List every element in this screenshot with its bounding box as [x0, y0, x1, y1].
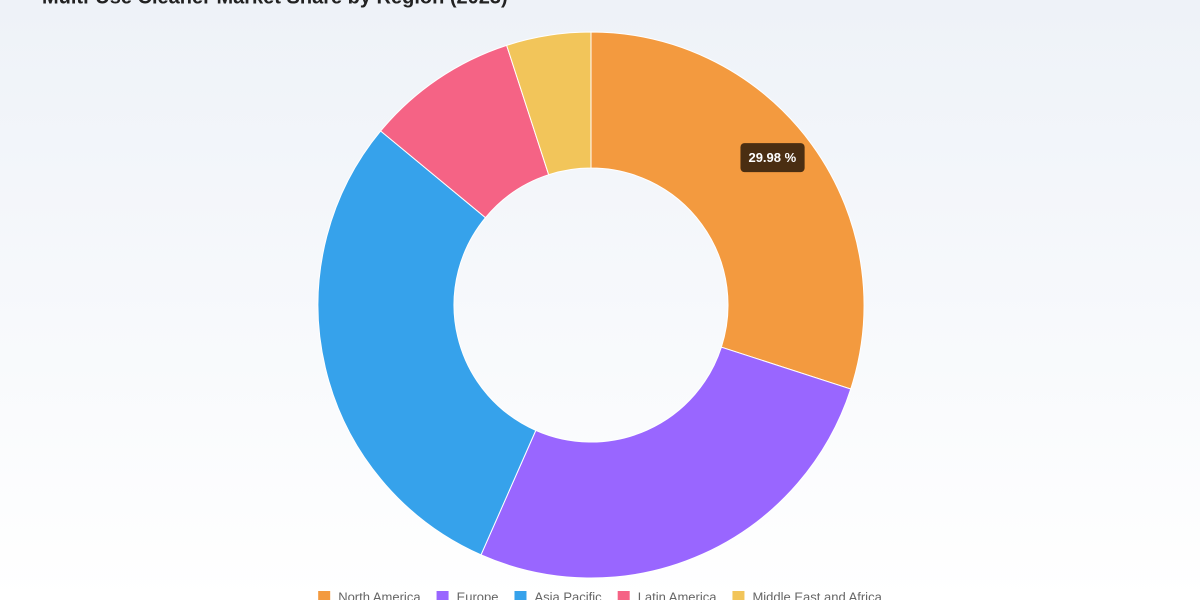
legend-swatch — [436, 591, 449, 600]
slices — [317, 31, 865, 579]
legend-label: Europe — [457, 589, 499, 600]
labels: 29.98 % — [740, 143, 805, 173]
legend-swatch — [617, 591, 630, 600]
legend: North America Europe Asia Pacific Latin Ame… — [318, 589, 883, 600]
chart-title: Multi-Use Cleaner Market Share by Region… — [42, 0, 508, 8]
legend-swatch — [514, 591, 527, 600]
slice — [590, 31, 865, 390]
legend-label: Middle East and Africa — [752, 589, 882, 600]
data-label-bg — [740, 143, 805, 173]
slice — [317, 130, 537, 556]
data-label: 29.98 % — [748, 150, 796, 165]
slice — [480, 346, 852, 579]
legend-swatch — [732, 591, 745, 600]
slice — [506, 31, 592, 176]
legend-label: Asia Pacific — [534, 589, 602, 600]
legend-swatch — [318, 591, 331, 600]
legend-label: North America — [338, 589, 421, 600]
legend-label: Latin America — [638, 589, 718, 600]
